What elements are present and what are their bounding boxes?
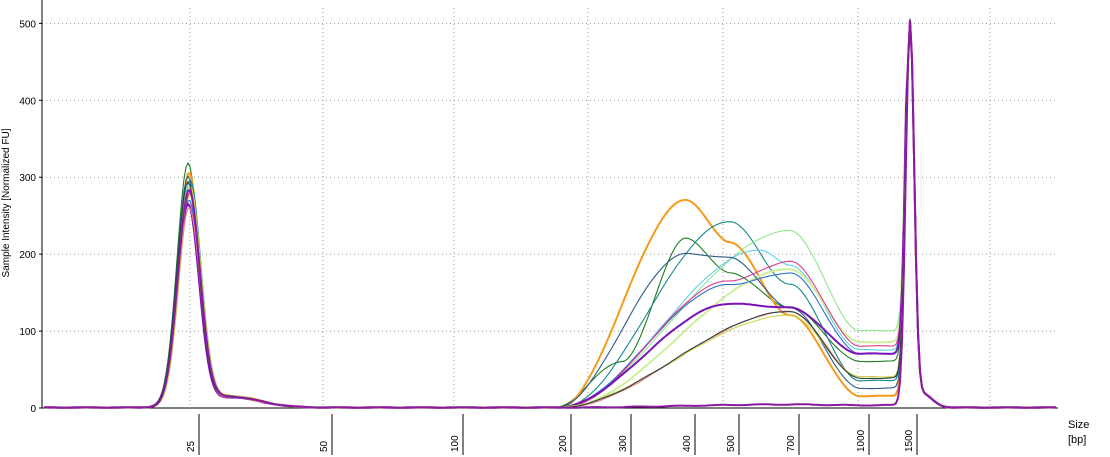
y-tick-label: 100 bbox=[19, 327, 36, 338]
x-axis-title: Size bbox=[1068, 419, 1089, 431]
y-tick-label: 0 bbox=[30, 404, 36, 415]
x-tick-label: 700 bbox=[786, 435, 797, 452]
x-tick-label: 500 bbox=[726, 435, 737, 452]
x-tick-labels: 25 50 100 200 300 400 500 700 1000 1500 bbox=[186, 414, 918, 455]
series-line bbox=[44, 20, 1056, 409]
y-tick-label: 200 bbox=[19, 250, 36, 261]
x-tick-label: 50 bbox=[319, 440, 330, 452]
x-tick-label: 100 bbox=[450, 435, 461, 452]
y-tick-labels: 0 100 200 300 400 500 bbox=[19, 19, 42, 415]
x-axis-unit: [bp] bbox=[1068, 434, 1086, 446]
x-tick-label: 1000 bbox=[856, 429, 867, 452]
y-tick-label: 400 bbox=[19, 96, 36, 107]
x-tick-label: 400 bbox=[682, 435, 693, 452]
y-axis-title: Sample Intensity [Normalized FU] bbox=[1, 128, 12, 277]
y-tick-label: 500 bbox=[19, 19, 36, 30]
x-tick-label: 200 bbox=[558, 435, 569, 452]
x-tick-label: 300 bbox=[618, 435, 629, 452]
x-tick-label: 1500 bbox=[904, 429, 915, 452]
y-tick-label: 300 bbox=[19, 173, 36, 184]
series-group bbox=[43, 18, 1057, 409]
x-tick-label: 25 bbox=[186, 440, 197, 452]
